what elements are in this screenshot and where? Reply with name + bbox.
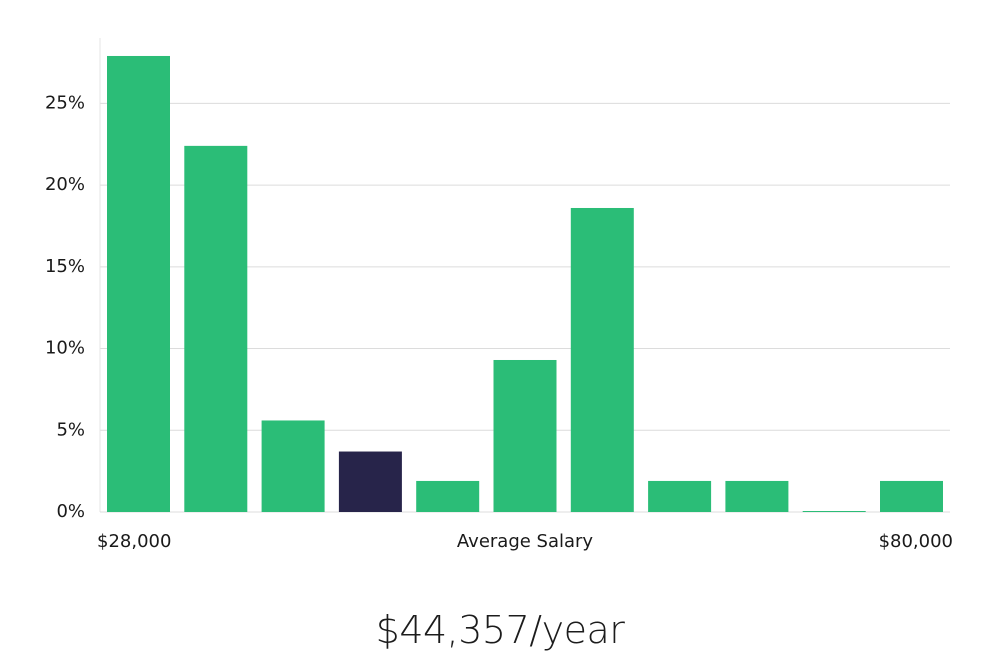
bar <box>648 480 712 512</box>
bar-highlighted <box>338 451 402 512</box>
y-tick-label: 15% <box>45 256 85 277</box>
bar <box>802 511 866 512</box>
bar <box>493 359 557 512</box>
bar <box>570 207 634 512</box>
bar <box>725 480 789 512</box>
average-salary-value: $44,357/year <box>375 608 625 652</box>
y-tick-label: 0% <box>56 501 85 522</box>
salary-histogram-chart: 0%5%10%15%20%25% $28,000 Average Salary … <box>45 38 953 552</box>
bar <box>880 480 943 512</box>
x-axis-max-label: $80,000 <box>879 531 953 552</box>
bars <box>107 55 943 512</box>
y-tick-label: 10% <box>45 338 85 359</box>
bar <box>261 420 325 512</box>
y-tick-label: 25% <box>45 92 85 113</box>
y-axis-ticks: 0% 5% 10% 15% 20% 25% <box>45 92 85 522</box>
bar <box>416 480 480 512</box>
x-axis-min-label: $28,000 <box>97 531 171 552</box>
bar <box>184 145 248 512</box>
y-tick-label: 5% <box>56 419 85 440</box>
bar <box>107 55 170 512</box>
y-tick-label: 20% <box>45 174 85 195</box>
x-axis-title: Average Salary <box>457 531 594 552</box>
